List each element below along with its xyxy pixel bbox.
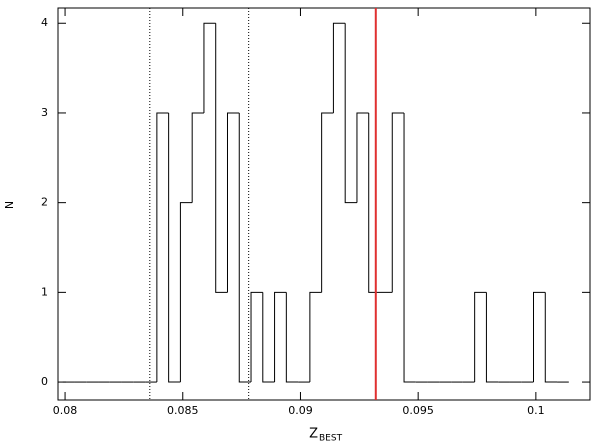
histogram-step (191, 112, 204, 203)
histogram-step (474, 291, 487, 383)
x-tick-label: 0.08 (53, 404, 78, 417)
histogram-step (403, 112, 416, 383)
y-tick-label: 0 (41, 375, 48, 388)
x-tick-label: 0.09 (288, 404, 313, 417)
x-axis-label-sub: BEST (319, 434, 343, 444)
histogram-step (250, 291, 263, 383)
x-tick-label: 0.1 (527, 404, 545, 417)
histogram-step (262, 292, 275, 383)
histogram-step (215, 23, 228, 293)
histogram-step (485, 292, 499, 383)
histogram-step (391, 112, 405, 293)
y-tick-label: 4 (41, 16, 48, 29)
y-tick-label: 3 (41, 106, 48, 119)
histogram-step (226, 112, 240, 293)
histogram-step (356, 112, 369, 203)
plot-frame (57, 7, 591, 401)
x-tick-label: 0.085 (167, 404, 199, 417)
histogram-step (203, 22, 216, 113)
histogram-step (238, 112, 252, 383)
histogram-step (179, 202, 193, 383)
histogram-step (274, 291, 287, 383)
histogram-step (533, 291, 546, 383)
x-axis-label: Z (309, 427, 318, 442)
histogram-step (168, 112, 181, 383)
y-tick-label: 1 (41, 285, 48, 298)
histogram-step (544, 292, 558, 383)
histogram-step (321, 112, 334, 293)
histogram-step (344, 23, 357, 204)
histogram-step (368, 112, 381, 293)
y-axis-label: N (3, 201, 16, 209)
histogram-step (309, 291, 322, 383)
y-tick-label: 2 (41, 196, 48, 209)
histogram-step (285, 292, 299, 383)
histogram-step (332, 22, 346, 113)
histogram-step (156, 112, 169, 383)
x-tick-label: 0.095 (402, 404, 434, 417)
